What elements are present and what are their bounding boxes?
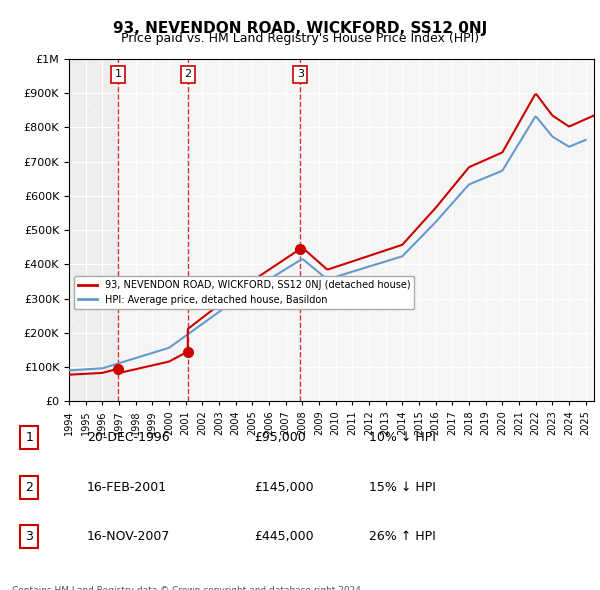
Text: 2: 2 bbox=[184, 69, 191, 79]
Text: 15% ↓ HPI: 15% ↓ HPI bbox=[369, 481, 436, 494]
Bar bbox=[69, 59, 118, 401]
Text: 10% ↓ HPI: 10% ↓ HPI bbox=[369, 431, 436, 444]
Text: 3: 3 bbox=[25, 530, 33, 543]
Text: 2: 2 bbox=[25, 481, 33, 494]
Legend: 93, NEVENDON ROAD, WICKFORD, SS12 0NJ (detached house), HPI: Average price, deta: 93, NEVENDON ROAD, WICKFORD, SS12 0NJ (d… bbox=[74, 276, 415, 309]
Text: £145,000: £145,000 bbox=[254, 481, 314, 494]
Text: 1: 1 bbox=[115, 69, 122, 79]
Text: £445,000: £445,000 bbox=[254, 530, 314, 543]
Text: 1: 1 bbox=[25, 431, 33, 444]
Text: Contains HM Land Registry data © Crown copyright and database right 2024.
This d: Contains HM Land Registry data © Crown c… bbox=[12, 586, 364, 590]
Text: 26% ↑ HPI: 26% ↑ HPI bbox=[369, 530, 436, 543]
Text: 20-DEC-1996: 20-DEC-1996 bbox=[87, 431, 170, 444]
Text: 3: 3 bbox=[297, 69, 304, 79]
Text: £95,000: £95,000 bbox=[254, 431, 305, 444]
Text: 16-NOV-2007: 16-NOV-2007 bbox=[87, 530, 170, 543]
Text: 93, NEVENDON ROAD, WICKFORD, SS12 0NJ: 93, NEVENDON ROAD, WICKFORD, SS12 0NJ bbox=[113, 21, 487, 35]
Text: 16-FEB-2001: 16-FEB-2001 bbox=[87, 481, 167, 494]
Text: Price paid vs. HM Land Registry's House Price Index (HPI): Price paid vs. HM Land Registry's House … bbox=[121, 32, 479, 45]
